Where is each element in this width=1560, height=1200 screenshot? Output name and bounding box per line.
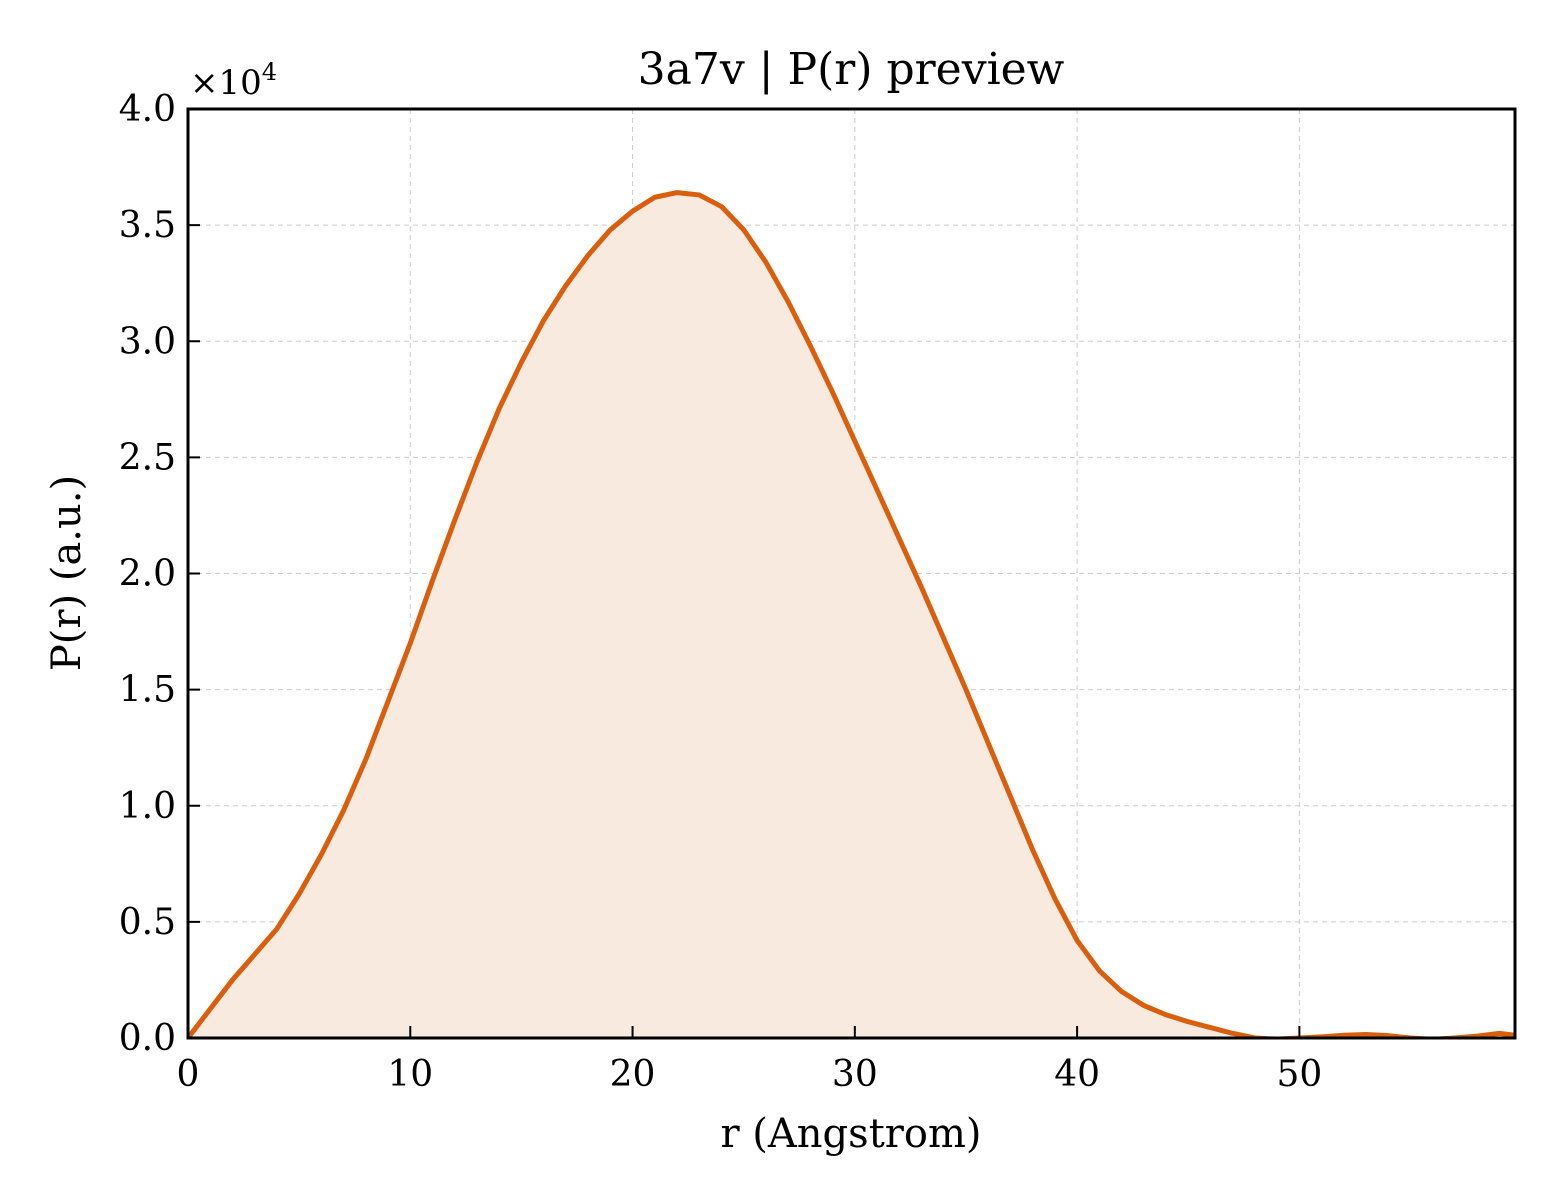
x-tick-label: 0 [177, 1054, 200, 1095]
tick-labels: 0 10 20 30 40 50 0.0 0.5 1.0 1.5 2.0 2.5 3.0 3.5 4.0 [119, 89, 1323, 1095]
y-tick-label: 3.5 [119, 205, 176, 246]
x-axis-title: r (Angstrom) [720, 1111, 981, 1157]
y-tick-label: 2.5 [119, 437, 176, 478]
x-tick-label: 30 [832, 1054, 878, 1095]
y-tick-label: 2.0 [119, 554, 176, 595]
y-tick-label: 4.0 [119, 89, 176, 130]
y-scale-multiplier: ×104 [190, 58, 277, 103]
y-tick-label: 1.0 [119, 786, 176, 827]
x-tick-label: 20 [610, 1054, 656, 1095]
y-tick-label: 1.5 [119, 670, 176, 711]
ticks [187, 108, 1301, 1039]
y-tick-label: 0.0 [119, 1018, 176, 1059]
x-tick-label: 40 [1054, 1054, 1100, 1095]
y-scale-base: ×10 [190, 63, 262, 103]
y-scale-exponent: 4 [262, 58, 277, 86]
y-tick-label: 3.0 [119, 321, 176, 362]
x-tick-label: 10 [387, 1054, 433, 1095]
area-fill [188, 192, 1515, 1038]
y-tick-label: 0.5 [119, 902, 176, 943]
x-tick-label: 50 [1276, 1054, 1322, 1095]
y-axis-title: P(r) (a.u.) [44, 475, 90, 671]
chart-title: 3a7v | P(r) preview [638, 44, 1065, 95]
